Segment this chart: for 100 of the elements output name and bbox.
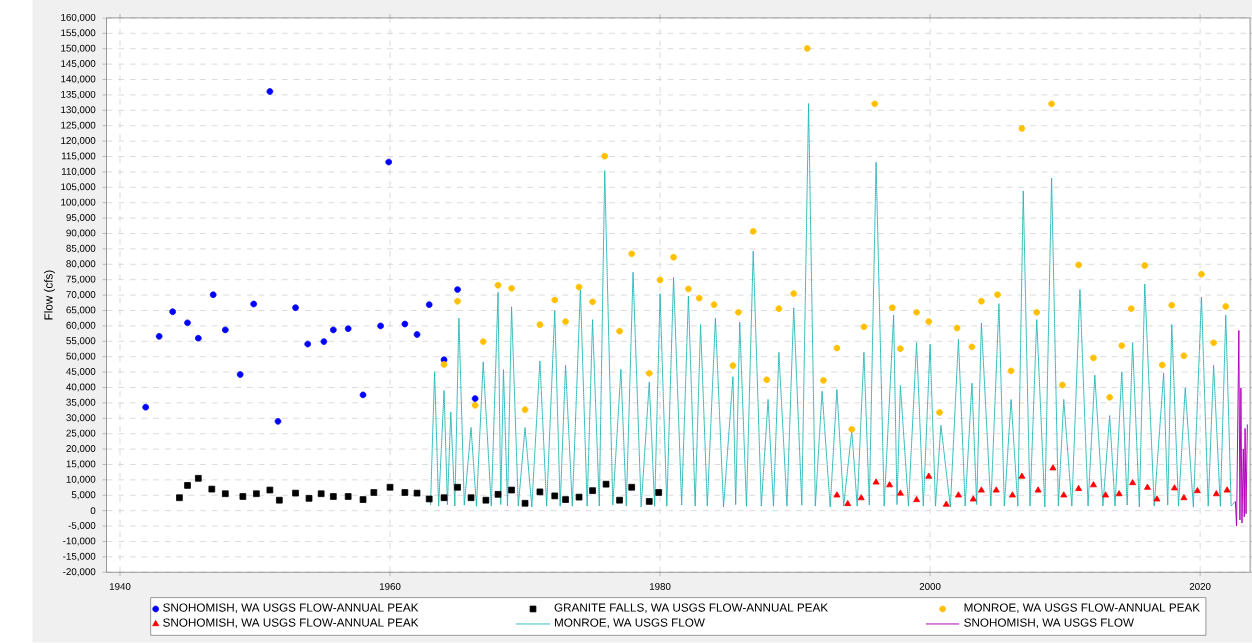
point [1210,339,1217,347]
point [1007,367,1015,375]
point [602,480,610,488]
y-tick-label: 110,000 [61,167,96,176]
point [536,488,544,496]
legend-label: SNOHOMISH, WA USGS FLOW-ANNUAL PEAK [163,603,419,614]
point [735,309,742,316]
point [994,291,1001,299]
point [936,409,943,416]
point [413,489,421,497]
point [479,338,487,345]
point [925,318,933,325]
point [1193,487,1201,494]
y-tick-label: -15,000 [63,552,96,561]
point [1129,479,1137,486]
point [562,318,569,325]
y-tick-label: 105,000 [61,183,96,192]
legend-label: MONROE, WA USGS FLOW-ANNUAL PEAK [964,603,1200,614]
point [645,498,653,505]
point [536,321,544,329]
point [857,494,865,501]
point [386,484,394,491]
point [250,300,257,308]
y-tick-label: 130,000 [61,106,96,115]
point [575,493,583,501]
y-tick-label: -5,000 [68,522,96,531]
point [670,253,677,261]
point [1153,495,1161,502]
point [896,489,904,496]
point [467,494,475,502]
x-tick-label: 1940 [109,583,131,590]
point [589,487,596,495]
point [942,500,950,507]
y-tick-label: 100,000 [61,198,96,207]
point [1158,361,1166,369]
point [1222,303,1230,310]
point [1171,484,1178,491]
point [305,495,313,502]
y-tick-label: 140,000 [61,75,96,84]
point [401,489,409,496]
point [169,308,176,316]
point [551,296,559,304]
y-tick-label: 155,000 [61,29,96,38]
point [209,291,217,299]
y-tick-label: 125,000 [61,121,96,130]
point [320,338,328,345]
point [482,496,490,504]
point [195,475,202,482]
point [253,490,260,498]
y-tick-label: 70,000 [66,291,96,300]
point [1059,381,1066,389]
point [1075,261,1082,269]
point [413,331,421,338]
point [155,333,163,340]
y-tick-label: 40,000 [66,383,96,392]
point [385,158,392,166]
point [1180,352,1188,360]
y-tick-label: 30,000 [66,414,96,423]
point [440,361,448,368]
y-tick-label: 75,000 [66,275,96,284]
point [425,495,433,503]
point [401,320,409,328]
point [344,493,352,500]
point [871,100,879,108]
point [370,489,378,496]
point [239,493,247,500]
point [344,325,352,333]
point [1168,302,1176,309]
y-tick-label: 135,000 [61,90,96,100]
point [1106,394,1113,401]
point [551,492,559,500]
point [1049,464,1057,471]
point [616,496,623,504]
point [276,496,283,504]
point [1018,472,1026,479]
point [1127,305,1135,313]
y-tick-label: 20,000 [66,445,96,454]
point [820,377,827,384]
point [195,334,202,342]
y-tick-label: 15,000 [66,460,96,469]
y-tick-label: 80,000 [66,260,96,269]
point [763,376,771,384]
point [645,370,653,377]
point [833,491,841,498]
point [1090,481,1097,488]
point [521,500,529,507]
point [222,326,229,334]
point [266,88,274,95]
point [304,340,311,348]
point [471,402,479,409]
point [454,484,461,491]
y-tick-label: 60,000 [66,321,96,330]
y-tick-label: 65,000 [66,306,96,315]
point [425,301,433,309]
x-tick-label: 1980 [649,583,671,590]
point [377,322,384,330]
point [925,472,933,479]
point [1118,342,1126,349]
y-tick-label: 150,000 [61,44,96,53]
point [274,418,282,425]
